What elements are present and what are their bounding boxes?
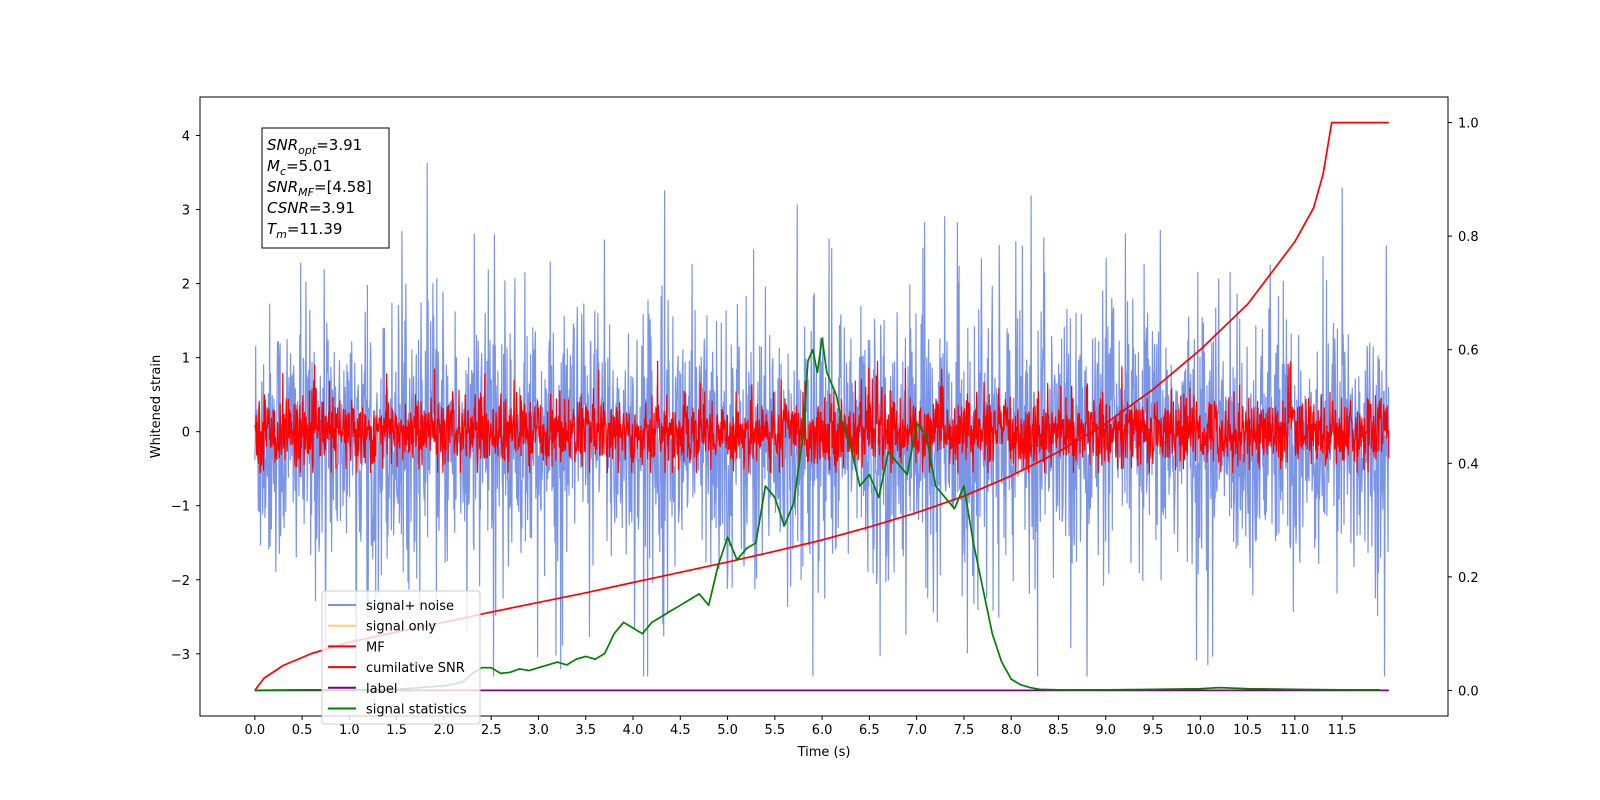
- x-tick-label: 4.0: [623, 723, 644, 738]
- legend-entry: cumilative SNR: [366, 661, 465, 676]
- y2-tick-label: 0.2: [1458, 571, 1479, 586]
- stats-line: SNRMF=[4.58]: [267, 178, 372, 199]
- legend-entry: signal statistics: [366, 703, 467, 718]
- x-tick-label: 10.0: [1186, 723, 1215, 738]
- series-line-mf: [254, 360, 1390, 473]
- legend-entry: label: [366, 682, 397, 697]
- y-tick-label: −1: [171, 500, 190, 515]
- axes-frame: [199, 96, 1449, 717]
- stats-line: CSNR=3.91: [267, 199, 355, 217]
- x-tick-label: 3.5: [575, 723, 596, 738]
- x-tick-label: 4.5: [670, 723, 691, 738]
- x-axis-label: Time (s): [797, 745, 851, 760]
- x-axis-ticks: 0.0 0.5 1.0 1.5 2.0 2.5 3.0 3.5 4.0 4.5 5.0 5.5 6.0 6…: [244, 716, 1357, 738]
- legend-entry: signal+ noise: [366, 599, 454, 614]
- x-tick-label: 5.5: [764, 723, 785, 738]
- x-tick-label: 6.0: [812, 723, 833, 738]
- y-tick-label: 2: [182, 278, 190, 293]
- legend: signal+ noise signal only MF cumilative SNR…: [321, 590, 481, 725]
- y-tick-label: 0: [182, 426, 190, 441]
- y-axis-ticks: −3 −2 −1 0 1 2 3 4: [171, 130, 200, 663]
- stats-box-frame: [261, 127, 390, 249]
- series-line-signal-statistics: [254, 337, 1380, 692]
- x-tick-label: 8.5: [1048, 723, 1069, 738]
- stats-line: SNRopt=3.91: [267, 136, 362, 157]
- x-tick-label: 2.5: [481, 723, 502, 738]
- x-tick-label: 10.5: [1233, 723, 1262, 738]
- legend-entry: MF: [366, 640, 385, 655]
- y2-axis-ticks: 0.0 0.2 0.4 0.6 0.8 1.0: [1448, 117, 1479, 699]
- x-tick-label: 9.0: [1095, 723, 1116, 738]
- series-line-signal-noise: [254, 162, 1390, 677]
- x-tick-label: 11.0: [1280, 723, 1309, 738]
- y-axis-label: Whitened strain: [149, 355, 164, 458]
- y2-tick-label: 1.0: [1458, 117, 1479, 132]
- x-tick-label: 0.5: [292, 723, 313, 738]
- x-tick-label: 1.5: [386, 723, 407, 738]
- x-tick-label: 8.0: [1001, 723, 1022, 738]
- x-tick-label: 7.0: [906, 723, 927, 738]
- y2-tick-label: 0.0: [1458, 684, 1479, 699]
- x-tick-label: 0.0: [244, 723, 265, 738]
- stats-line: Mc=5.01: [267, 157, 332, 178]
- stats-line: Tm=11.39: [267, 220, 342, 241]
- y-tick-label: 1: [182, 352, 190, 367]
- y2-tick-label: 0.8: [1458, 230, 1479, 245]
- x-tick-label: 1.0: [339, 723, 360, 738]
- x-tick-label: 2.0: [434, 723, 455, 738]
- y-tick-label: 4: [182, 130, 190, 145]
- y-tick-label: −3: [171, 648, 190, 663]
- y2-tick-label: 0.4: [1458, 457, 1479, 472]
- x-tick-label: 3.0: [528, 723, 549, 738]
- legend-frame: [321, 590, 481, 725]
- x-tick-label: 11.5: [1328, 723, 1357, 738]
- x-tick-label: 7.5: [954, 723, 975, 738]
- x-tick-label: 6.5: [859, 723, 880, 738]
- y-tick-label: 3: [182, 204, 190, 219]
- x-tick-label: 5.0: [717, 723, 738, 738]
- legend-entry: signal only: [366, 620, 436, 635]
- y2-tick-label: 0.6: [1458, 344, 1479, 359]
- x-tick-label: 9.5: [1143, 723, 1164, 738]
- y-tick-label: −2: [171, 574, 190, 589]
